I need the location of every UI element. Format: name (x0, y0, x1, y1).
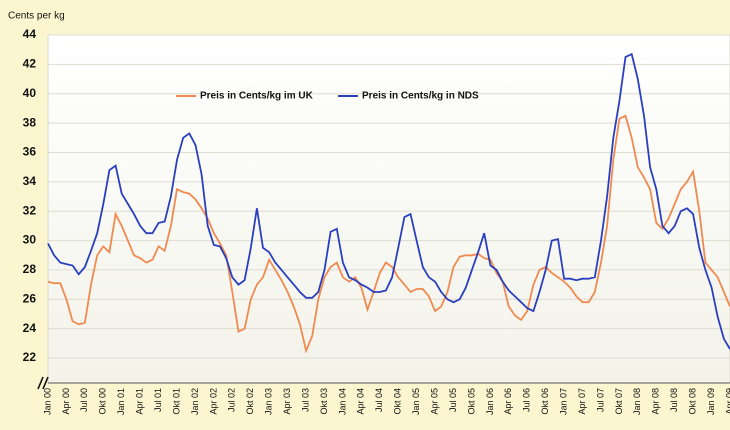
x-tick-label: Jul 07 (595, 388, 605, 412)
x-tick-label: Okt 04 (393, 388, 403, 415)
x-tick-label: Apr 01 (135, 388, 145, 415)
y-tick-label: 26 (23, 291, 37, 305)
x-tick-label: Jul 08 (669, 388, 679, 412)
x-tick-label: Apr 02 (208, 388, 218, 415)
legend-label: Preis in Cents/kg in NDS (362, 91, 479, 102)
y-tick-label: 40 (23, 86, 37, 100)
y-tick-label: 28 (23, 262, 37, 276)
x-tick-label: Okt 07 (614, 388, 624, 415)
x-tick-label: Jul 01 (153, 388, 163, 412)
axis-break (37, 376, 49, 390)
x-tick-label: Okt 02 (245, 388, 255, 415)
x-tick-label: Jul 04 (374, 388, 384, 412)
plot-area (47, 34, 730, 384)
x-tick-label: Okt 06 (540, 388, 550, 415)
y-tick-label: 36 (23, 145, 37, 159)
x-tick-label: Apr 08 (651, 388, 661, 415)
x-tick-label: Jul 00 (79, 388, 89, 412)
x-tick-label: Apr 00 (61, 388, 71, 415)
x-tick-label: Okt 05 (466, 388, 476, 415)
y-tick-label: 38 (23, 115, 37, 129)
y-tick-label: 22 (23, 350, 37, 364)
y-tick-label: 34 (23, 174, 37, 188)
y-tick-label: 24 (23, 321, 37, 335)
x-tick-label: Okt 03 (319, 388, 329, 415)
x-tick-label: Jan 07 (558, 388, 568, 415)
y-tick-label: 30 (23, 233, 37, 247)
y-axis-label: Cents per kg (8, 11, 65, 22)
x-tick-label: Apr 04 (356, 388, 366, 415)
x-tick-label: Jan 04 (337, 388, 347, 415)
x-tick-label: Jan 03 (264, 388, 274, 415)
x-tick-label: Jul 02 (227, 388, 237, 412)
x-tick-label: Jan 01 (116, 388, 126, 415)
x-tick-label: Jan 08 (632, 388, 642, 415)
x-tick-label: Jan 09 (706, 388, 716, 415)
series-line (47, 114, 730, 354)
x-tick-label: Jan 00 (42, 388, 52, 415)
x-tick-label: Okt 08 (688, 388, 698, 415)
y-tick-label: 42 (23, 57, 37, 71)
y-tick-label: 44 (23, 27, 37, 41)
y-tick-label: 32 (23, 203, 37, 217)
x-tick-label: Apr 06 (503, 388, 513, 415)
x-tick-label: Okt 01 (171, 388, 181, 415)
legend-label: Preis in Cents/kg im UK (200, 91, 314, 102)
x-tick-label: Apr 03 (282, 388, 292, 415)
x-tick-label: Jan 06 (485, 388, 495, 415)
x-tick-label: Okt 00 (98, 388, 108, 415)
x-tick-label: Jan 05 (411, 388, 421, 415)
x-tick-label: Apr 07 (577, 388, 587, 415)
x-tick-label: Apr 05 (429, 388, 439, 415)
x-tick-label: Jul 03 (300, 388, 310, 412)
x-tick-label: Jan 02 (190, 388, 200, 415)
series-line (47, 52, 730, 350)
x-tick-label: Jul 05 (448, 388, 458, 412)
x-tick-label: Jul 06 (522, 388, 532, 412)
x-tick-label: Apr 09 (724, 388, 730, 415)
